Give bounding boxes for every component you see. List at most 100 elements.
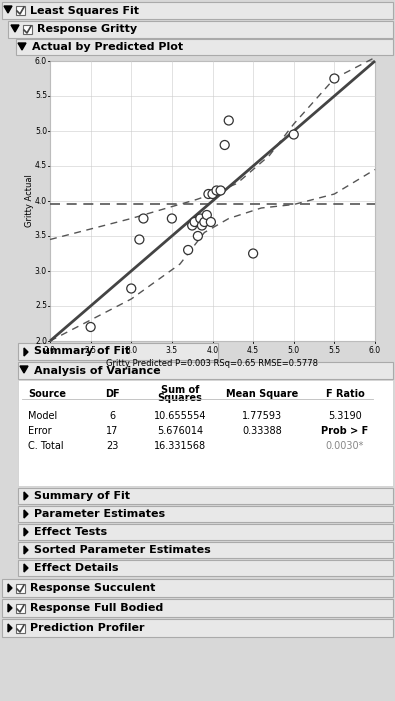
- Text: Prob > F: Prob > F: [322, 426, 369, 436]
- Bar: [23, 25, 32, 34]
- Bar: [2, 599, 393, 617]
- Circle shape: [204, 189, 213, 198]
- Bar: [18, 343, 218, 360]
- Text: 0.0030*: 0.0030*: [326, 441, 364, 451]
- Bar: [2, 619, 393, 637]
- Text: Sum of: Sum of: [161, 385, 199, 395]
- Text: 2.5: 2.5: [85, 346, 97, 355]
- Text: Mean Square: Mean Square: [226, 389, 298, 399]
- Text: Effect Details: Effect Details: [34, 563, 118, 573]
- Text: 2.0: 2.0: [44, 346, 56, 355]
- Text: DF: DF: [105, 389, 119, 399]
- Text: Summary of Fit: Summary of Fit: [34, 346, 130, 357]
- Polygon shape: [24, 528, 28, 536]
- Bar: [18, 362, 393, 379]
- Text: 3.5: 3.5: [35, 231, 47, 240]
- Circle shape: [86, 322, 95, 332]
- Polygon shape: [24, 564, 28, 572]
- Text: Model: Model: [28, 411, 57, 421]
- Circle shape: [200, 217, 209, 226]
- Bar: [16, 604, 25, 613]
- Text: Sorted Parameter Estimates: Sorted Parameter Estimates: [34, 545, 211, 555]
- Text: 5.676014: 5.676014: [157, 426, 203, 436]
- Bar: [8, 21, 393, 38]
- Text: 2.5: 2.5: [35, 301, 47, 311]
- Circle shape: [216, 186, 225, 195]
- Circle shape: [224, 116, 233, 125]
- Text: Prediction Profiler: Prediction Profiler: [30, 623, 145, 633]
- Circle shape: [208, 189, 217, 198]
- Text: 3.5: 3.5: [166, 346, 178, 355]
- Bar: [18, 380, 393, 486]
- Text: 5.5: 5.5: [328, 346, 340, 355]
- Bar: [16, 624, 25, 633]
- Text: Gritty Actual: Gritty Actual: [26, 175, 34, 227]
- Text: 4.5: 4.5: [247, 346, 259, 355]
- Polygon shape: [24, 492, 28, 500]
- Text: 17: 17: [106, 426, 118, 436]
- Text: 1.77593: 1.77593: [242, 411, 282, 421]
- Bar: [2, 579, 393, 597]
- Text: Error: Error: [28, 426, 52, 436]
- Text: Squares: Squares: [158, 393, 202, 403]
- Text: 10.655554: 10.655554: [154, 411, 206, 421]
- Circle shape: [190, 217, 199, 226]
- Bar: [50, 61, 375, 341]
- Text: C. Total: C. Total: [28, 441, 64, 451]
- Bar: [16, 6, 25, 15]
- Text: 4.5: 4.5: [35, 161, 47, 170]
- Text: 3.0: 3.0: [125, 346, 137, 355]
- Text: Analysis of Variance: Analysis of Variance: [34, 365, 161, 376]
- Bar: [16, 584, 25, 593]
- Polygon shape: [24, 546, 28, 554]
- Bar: [18, 488, 393, 504]
- Circle shape: [139, 214, 148, 223]
- Circle shape: [330, 74, 339, 83]
- Bar: [18, 524, 393, 540]
- Text: Actual by Predicted Plot: Actual by Predicted Plot: [32, 42, 183, 52]
- Circle shape: [184, 245, 193, 254]
- Text: Gritty Predicted P=0.003 RSq=0.65 RMSE=0.5778: Gritty Predicted P=0.003 RSq=0.65 RMSE=0…: [107, 359, 318, 368]
- Polygon shape: [24, 348, 28, 356]
- Circle shape: [135, 235, 144, 244]
- Circle shape: [196, 214, 205, 223]
- Text: 5.5: 5.5: [35, 92, 47, 100]
- Polygon shape: [18, 43, 26, 50]
- Text: 6.0: 6.0: [369, 346, 381, 355]
- Text: 6: 6: [109, 411, 115, 421]
- Circle shape: [127, 284, 136, 293]
- Polygon shape: [8, 584, 12, 592]
- Text: Least Squares Fit: Least Squares Fit: [30, 6, 139, 15]
- Text: 3.0: 3.0: [35, 266, 47, 275]
- Circle shape: [188, 221, 197, 230]
- Text: F Ratio: F Ratio: [325, 389, 364, 399]
- Text: 16.331568: 16.331568: [154, 441, 206, 451]
- Bar: [18, 560, 393, 576]
- Text: Source: Source: [28, 389, 66, 399]
- Text: 4.0: 4.0: [207, 346, 218, 355]
- Polygon shape: [8, 604, 12, 612]
- Circle shape: [220, 140, 229, 149]
- Circle shape: [289, 130, 298, 139]
- Circle shape: [248, 249, 258, 258]
- Bar: [18, 542, 393, 558]
- Text: 5.3190: 5.3190: [328, 411, 362, 421]
- Text: Response Gritty: Response Gritty: [37, 25, 137, 34]
- Bar: [18, 506, 393, 522]
- Text: 6.0: 6.0: [35, 57, 47, 65]
- Polygon shape: [20, 366, 28, 373]
- Text: 0.33388: 0.33388: [242, 426, 282, 436]
- Circle shape: [194, 231, 202, 240]
- Text: Parameter Estimates: Parameter Estimates: [34, 509, 165, 519]
- Text: 2.0: 2.0: [35, 336, 47, 346]
- Text: Response Full Bodied: Response Full Bodied: [30, 603, 163, 613]
- Text: 4.0: 4.0: [35, 196, 47, 205]
- Text: 5.0: 5.0: [288, 346, 300, 355]
- Circle shape: [206, 217, 215, 226]
- Text: Summary of Fit: Summary of Fit: [34, 491, 130, 501]
- Polygon shape: [8, 624, 12, 632]
- Text: 23: 23: [106, 441, 118, 451]
- Bar: [2, 2, 393, 19]
- Text: Response Succulent: Response Succulent: [30, 583, 155, 593]
- Polygon shape: [24, 510, 28, 518]
